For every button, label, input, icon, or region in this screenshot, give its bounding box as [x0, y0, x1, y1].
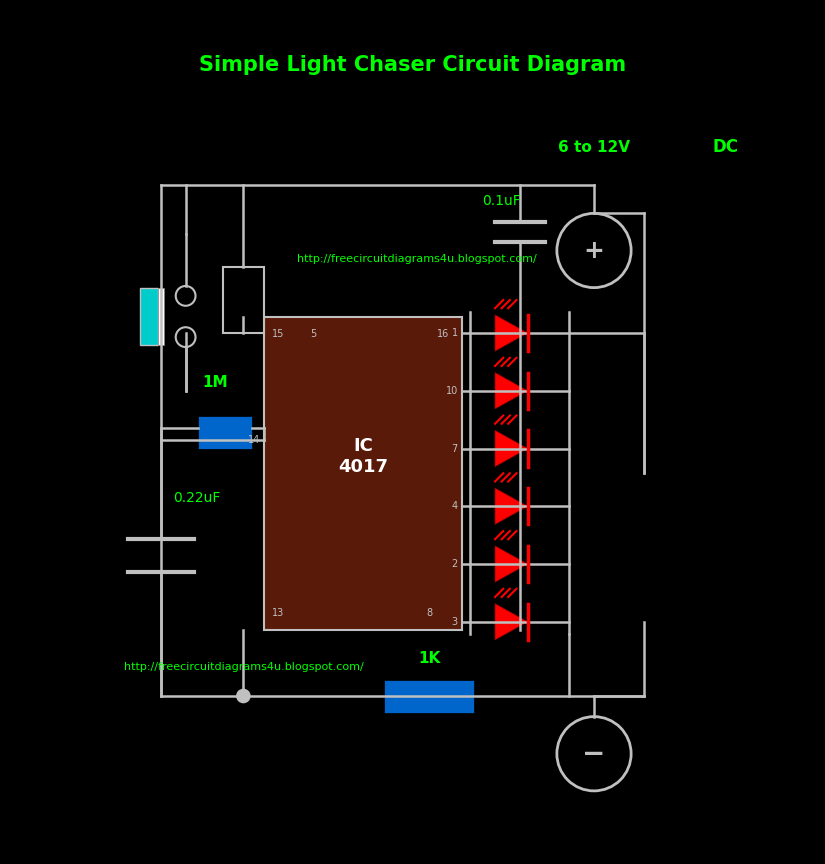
- Text: 4: 4: [452, 501, 458, 511]
- Circle shape: [237, 689, 250, 702]
- Text: 3: 3: [452, 617, 458, 626]
- Bar: [264, 316, 462, 630]
- Text: 5: 5: [310, 329, 317, 339]
- Text: 2: 2: [451, 559, 458, 569]
- Text: Simple Light Chaser Circuit Diagram: Simple Light Chaser Circuit Diagram: [199, 55, 626, 75]
- Bar: [384, 679, 474, 713]
- Circle shape: [557, 213, 631, 288]
- Text: 14: 14: [248, 435, 260, 445]
- Text: http://freecircuitdiagrams4u.blogspot.com/: http://freecircuitdiagrams4u.blogspot.co…: [124, 662, 364, 672]
- Polygon shape: [495, 314, 528, 351]
- Circle shape: [176, 286, 196, 306]
- Text: 15: 15: [272, 329, 285, 339]
- Polygon shape: [495, 604, 528, 640]
- Bar: [223, 267, 264, 333]
- Text: 6 to 12V: 6 to 12V: [558, 140, 630, 155]
- Text: 0.22uF: 0.22uF: [173, 491, 220, 505]
- Text: IC
4017: IC 4017: [338, 437, 388, 476]
- Circle shape: [176, 327, 196, 347]
- Text: 1: 1: [452, 328, 458, 338]
- Text: +: +: [583, 238, 605, 263]
- Text: 7: 7: [451, 443, 458, 454]
- Bar: [140, 288, 158, 346]
- Text: 0.1uF: 0.1uF: [483, 194, 521, 208]
- Polygon shape: [495, 372, 528, 409]
- Text: 10: 10: [446, 385, 458, 396]
- Text: DC: DC: [713, 138, 739, 156]
- Text: http://freecircuitdiagrams4u.blogspot.com/: http://freecircuitdiagrams4u.blogspot.co…: [297, 254, 537, 264]
- Text: 1K: 1K: [418, 651, 440, 666]
- Polygon shape: [495, 430, 528, 467]
- Bar: [158, 288, 164, 346]
- Text: 1M: 1M: [202, 375, 228, 390]
- Text: 13: 13: [272, 607, 285, 618]
- Text: −: −: [582, 740, 606, 768]
- Text: 16: 16: [437, 329, 450, 339]
- Bar: [198, 416, 252, 448]
- Text: 8: 8: [426, 607, 432, 618]
- Polygon shape: [495, 488, 528, 524]
- Circle shape: [557, 716, 631, 791]
- Polygon shape: [495, 546, 528, 582]
